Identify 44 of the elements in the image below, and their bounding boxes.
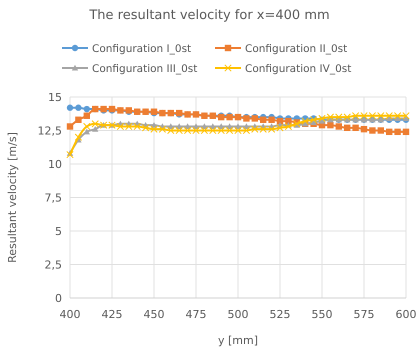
point bbox=[344, 124, 350, 132]
point bbox=[268, 116, 275, 123]
y-tick-label: 7,5 bbox=[44, 192, 62, 204]
x-tick-label: 450 bbox=[144, 308, 164, 321]
x-tick-label: 400 bbox=[60, 308, 80, 321]
point bbox=[74, 134, 82, 141]
x-axis-title: y [mm] bbox=[218, 334, 258, 347]
y-tick-label: 15 bbox=[48, 91, 62, 104]
point bbox=[360, 126, 368, 132]
point bbox=[394, 128, 401, 136]
x-tick-label: 425 bbox=[102, 308, 122, 321]
point bbox=[75, 104, 82, 111]
point bbox=[66, 104, 74, 111]
y-tick-label: 12,5 bbox=[38, 124, 62, 138]
x-tick-label: 475 bbox=[186, 308, 206, 321]
y-tick-label: 5 bbox=[55, 225, 62, 238]
legend-label: Configuration III_0st bbox=[92, 63, 198, 75]
y-tick-label: 0 bbox=[55, 292, 62, 305]
x-tick-label: 550 bbox=[312, 308, 332, 321]
point bbox=[369, 127, 376, 134]
y-tick-label: 10 bbox=[48, 158, 62, 171]
point bbox=[378, 127, 384, 134]
point bbox=[75, 116, 82, 123]
x-tick-label: 525 bbox=[270, 308, 290, 321]
y-axis-title: Resultant velocity [m/s] bbox=[6, 132, 19, 263]
point bbox=[402, 128, 410, 136]
y-tick-label: 2,5 bbox=[44, 258, 62, 272]
point bbox=[83, 122, 90, 130]
x-tick-label: 500 bbox=[228, 308, 248, 321]
legend-label: Configuration II_0st bbox=[245, 43, 348, 55]
point bbox=[66, 150, 74, 158]
legend-label: Configuration IV_0st bbox=[245, 63, 352, 75]
chart-title: The resultant velocity for x=400 mm bbox=[88, 8, 330, 23]
point bbox=[260, 116, 266, 123]
legend-label: Configuration I_0st bbox=[92, 43, 192, 55]
point bbox=[84, 106, 90, 112]
x-tick-label: 600 bbox=[396, 308, 416, 321]
point bbox=[92, 126, 98, 132]
point bbox=[327, 122, 334, 128]
point bbox=[84, 112, 90, 119]
point bbox=[336, 123, 342, 130]
point bbox=[386, 128, 392, 136]
x-tick-label: 575 bbox=[354, 308, 374, 321]
point bbox=[352, 124, 359, 132]
